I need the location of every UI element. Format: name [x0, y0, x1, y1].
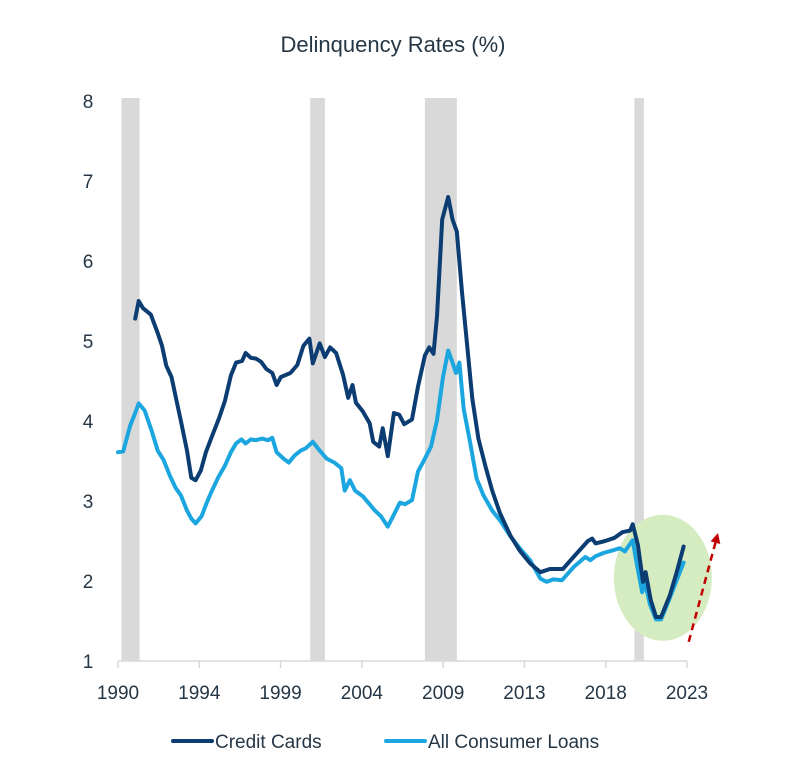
- x-tick-label: 2013: [503, 683, 545, 704]
- arrow-shaft: [687, 542, 717, 643]
- legend: Credit Cards All Consumer Loans: [171, 732, 599, 753]
- x-tick-label: 2018: [585, 683, 627, 704]
- y-tick-label: 7: [83, 172, 94, 193]
- series-lines: [116, 195, 686, 622]
- trend-arrow: [687, 533, 721, 643]
- x-axis: 1990 1994 1999 2004 2009 2013 2018 2023: [97, 660, 708, 704]
- series-line-credit-cards: [133, 195, 686, 619]
- y-tick-label: 3: [83, 492, 94, 513]
- arrow-head-icon: [710, 533, 721, 544]
- series-line-all-consumer-loans: [116, 348, 686, 622]
- legend-item-credit-cards[interactable]: Credit Cards: [171, 732, 322, 753]
- x-tick-label: 2009: [422, 683, 464, 704]
- x-tick-label: 2004: [341, 683, 384, 704]
- chart-title: Delinquency Rates (%): [281, 32, 506, 57]
- recession-band: [634, 98, 644, 661]
- y-tick-label: 6: [83, 252, 94, 273]
- x-tick-label: 2023: [666, 683, 708, 704]
- legend-item-all-consumer-loans[interactable]: All Consumer Loans: [384, 732, 599, 753]
- y-tick-label: 8: [83, 92, 94, 113]
- highlight-ellipse: [613, 514, 712, 641]
- highlight-annotation: [613, 514, 712, 641]
- legend-label-all-consumer-loans: All Consumer Loans: [428, 732, 599, 753]
- recession-band: [310, 98, 325, 661]
- y-tick-label: 2: [83, 572, 94, 593]
- y-tick-label: 5: [83, 332, 94, 353]
- recession-band: [121, 98, 140, 661]
- x-tick-label: 1994: [178, 683, 221, 704]
- y-axis: 1 2 3 4 5 6 7 8: [83, 92, 94, 673]
- x-tick-label: 1999: [259, 683, 301, 704]
- recession-bands: [121, 98, 644, 661]
- y-tick-label: 4: [83, 412, 94, 433]
- y-tick-label: 1: [83, 652, 94, 673]
- legend-label-credit-cards: Credit Cards: [215, 732, 322, 753]
- x-tick-label: 1990: [97, 683, 139, 704]
